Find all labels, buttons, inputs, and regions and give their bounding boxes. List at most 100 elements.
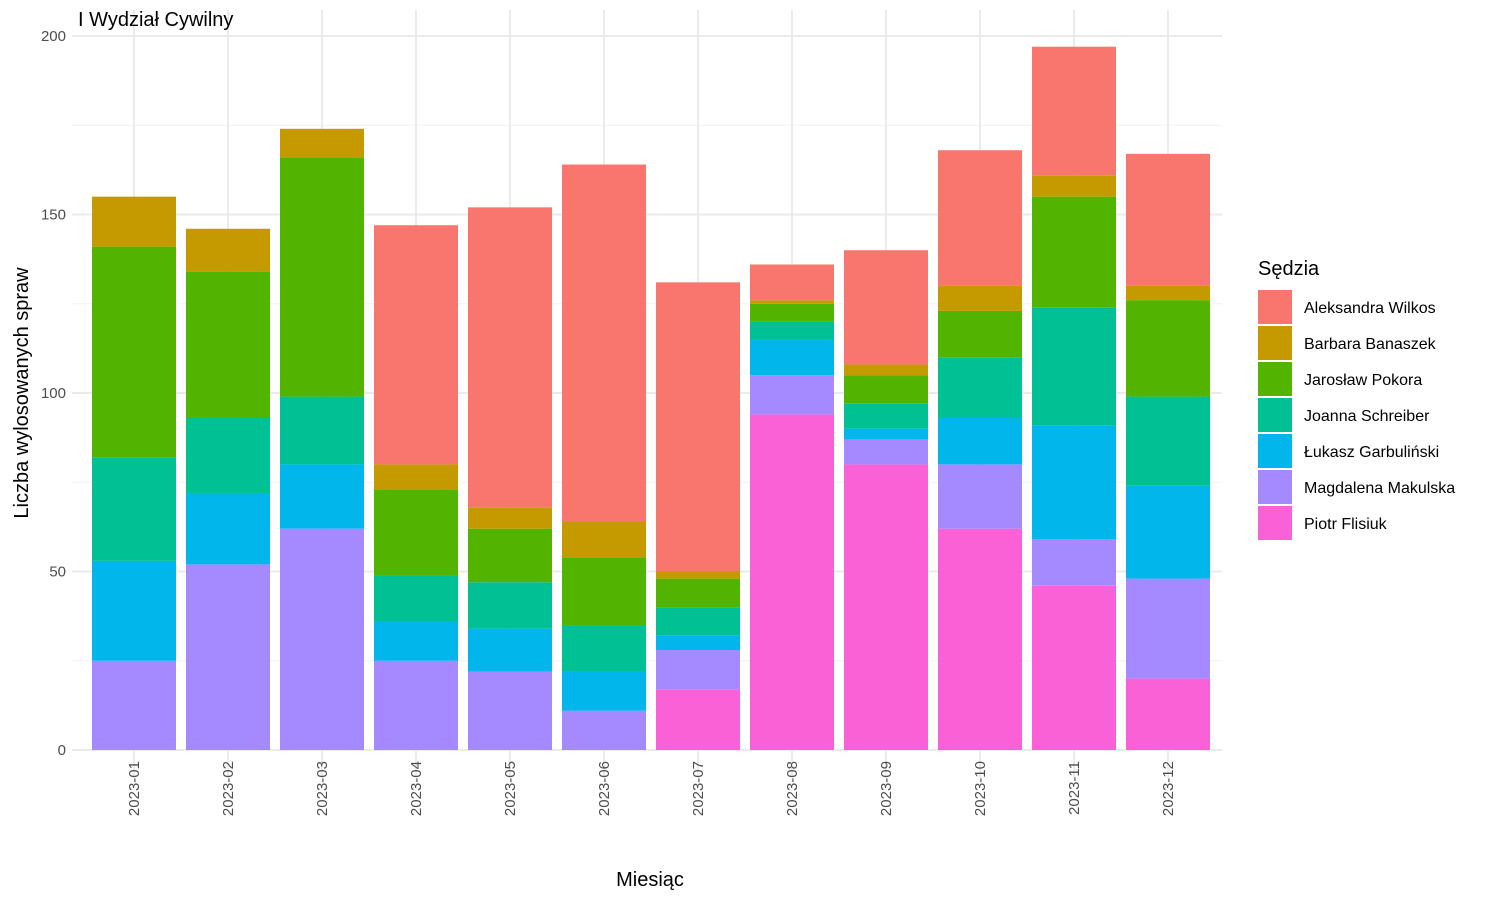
bar-segment	[92, 457, 176, 561]
legend-key	[1258, 326, 1292, 360]
bar-segment	[844, 375, 928, 404]
bar-segment	[1032, 425, 1116, 540]
x-tick-label: 2023-09	[878, 761, 895, 816]
bar-segment	[1126, 678, 1210, 750]
x-tick-label: 2023-05	[502, 761, 519, 816]
legend-label: Joanna Schreiber	[1304, 408, 1430, 425]
x-tick-label: 2023-12	[1160, 761, 1177, 816]
y-axis-title: Liczba wylosowanych spraw	[11, 267, 33, 519]
bar-segment	[1032, 175, 1116, 197]
bar-segment	[938, 528, 1022, 750]
x-tick-label: 2023-02	[220, 761, 237, 816]
legend-key	[1258, 434, 1292, 468]
bar-segment	[468, 628, 552, 672]
bar-segment	[938, 150, 1022, 286]
bar-segment	[186, 228, 270, 272]
y-tick-label: 50	[49, 564, 66, 581]
x-tick-label: 2023-07	[690, 761, 707, 816]
bar-segment	[186, 271, 270, 418]
legend-key	[1258, 398, 1292, 432]
bar-segment	[1032, 196, 1116, 308]
bar-segment	[280, 157, 364, 397]
bar-segment	[656, 607, 740, 636]
x-tick-label: 2023-08	[784, 761, 801, 816]
legend-title: Sędzia	[1258, 258, 1320, 280]
bar-segment	[844, 464, 928, 750]
bar-segment	[938, 464, 1022, 529]
bar-segment	[468, 528, 552, 583]
bar-segment	[750, 300, 834, 304]
bar-segment	[750, 339, 834, 376]
bar-segment	[468, 671, 552, 750]
legend-key	[1258, 290, 1292, 324]
bar-segment	[280, 396, 364, 465]
bar-segment	[844, 428, 928, 440]
bar-segment	[1126, 300, 1210, 397]
bar-segment	[844, 439, 928, 465]
bar-segment	[374, 621, 458, 661]
bar-segment	[1126, 285, 1210, 301]
bar-segment	[280, 464, 364, 529]
bar-segment	[750, 375, 834, 415]
bar-segment	[1126, 153, 1210, 286]
bar-segment	[656, 282, 740, 572]
bar-segment	[844, 364, 928, 376]
y-tick-label: 0	[58, 742, 66, 759]
bar-segment	[750, 264, 834, 301]
bar-segment	[938, 285, 1022, 311]
bar-segment	[92, 246, 176, 458]
bar-segment	[374, 464, 458, 490]
bar-segment	[562, 164, 646, 522]
bar-segment	[1126, 396, 1210, 486]
legend-key	[1258, 470, 1292, 504]
bar-segment	[92, 560, 176, 661]
bar-segment	[844, 403, 928, 429]
bar-segment	[562, 557, 646, 626]
bar-segment	[186, 417, 270, 493]
x-axis-title: Miesiąc	[616, 869, 684, 891]
y-axis: 0 50 100 150 200	[41, 28, 66, 759]
bar-segment	[562, 521, 646, 558]
legend-label: Piotr Flisiuk	[1304, 516, 1388, 533]
bar-segment	[938, 417, 1022, 465]
bar-segment	[656, 635, 740, 651]
bar-segment	[844, 250, 928, 365]
x-tick-label: 2023-01	[126, 761, 143, 816]
y-tick-label: 150	[41, 207, 66, 224]
bar-segment	[1032, 46, 1116, 176]
bar-segment	[280, 528, 364, 750]
bar-segment	[750, 303, 834, 322]
bar-segment	[938, 310, 1022, 358]
legend-label: Barbara Banaszek	[1304, 336, 1437, 353]
bar-segment	[656, 650, 740, 690]
bar-segment	[1126, 578, 1210, 679]
y-tick-label: 100	[41, 385, 66, 402]
bar-segment	[374, 489, 458, 576]
bar-segment	[92, 660, 176, 750]
bar-segment	[750, 414, 834, 750]
bar-segment	[374, 660, 458, 750]
bar-segment	[92, 196, 176, 247]
bar-segment	[1032, 307, 1116, 426]
legend: Sędzia Aleksandra Wilkos Barbara Banaszek…	[1258, 258, 1455, 540]
bar-segment	[186, 492, 270, 565]
bar-segment	[374, 225, 458, 465]
legend-label: Aleksandra Wilkos	[1304, 300, 1436, 317]
bar-segment	[656, 578, 740, 608]
bar-segment	[656, 689, 740, 750]
y-tick-label: 200	[41, 28, 66, 45]
bar-segment	[468, 207, 552, 508]
bar-segment	[656, 571, 740, 579]
x-tick-label: 2023-03	[314, 761, 331, 816]
legend-key	[1258, 362, 1292, 396]
legend-key	[1258, 506, 1292, 540]
bar-segment	[468, 507, 552, 529]
bar-segment	[1032, 539, 1116, 586]
bar-segment	[374, 575, 458, 622]
bar-segment	[562, 625, 646, 672]
x-tick-label: 2023-06	[596, 761, 613, 816]
x-axis: 2023-01 2023-02 2023-03 2023-04 2023-05 2023-…	[126, 761, 1177, 816]
legend-label: Magdalena Makulska	[1304, 480, 1455, 497]
bar-segment	[280, 128, 364, 158]
